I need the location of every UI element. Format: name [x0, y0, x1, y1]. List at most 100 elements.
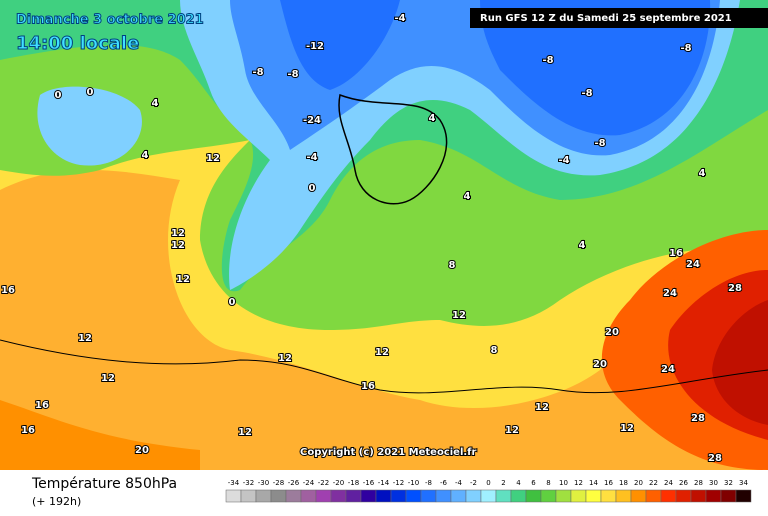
legend-label: -16 [363, 479, 375, 487]
legend-swatch [255, 489, 272, 503]
legend-swatch [690, 489, 707, 503]
legend-label: -34 [228, 479, 240, 487]
contour-label: -12 [306, 41, 324, 52]
legend-label: -2 [470, 479, 477, 487]
legend-swatch [720, 489, 737, 503]
legend-label: 14 [589, 479, 598, 487]
legend-label: 26 [679, 479, 688, 487]
contour-label: -8 [252, 67, 263, 78]
contour-label: -4 [558, 155, 569, 166]
contour-label: 24 [663, 288, 677, 299]
legend-swatch [450, 489, 467, 503]
legend-label: 24 [664, 479, 673, 487]
legend-label: -10 [408, 479, 419, 487]
legend-label: 34 [739, 479, 748, 487]
legend-label: 30 [709, 479, 718, 487]
legend-swatch [615, 489, 632, 503]
contour-label: 4 [699, 168, 706, 179]
legend-label: -20 [333, 479, 344, 487]
contour-label: 28 [728, 283, 742, 294]
contour-label: 8 [491, 345, 498, 356]
legend-swatch [465, 489, 482, 503]
legend-label: -28 [273, 479, 284, 487]
legend-label: 10 [559, 479, 568, 487]
legend-label: -18 [348, 479, 359, 487]
map-background [0, 0, 768, 470]
time-text: 14:00 locale [16, 33, 139, 54]
legend-swatch [660, 489, 677, 503]
legend-swatch [495, 489, 512, 503]
legend-label: -30 [258, 479, 269, 487]
legend: -34 -32 -30 -28 -26 -24 -22 -20 -18 -16 -14 -12 -10-… [225, 479, 752, 503]
contour-label: -8 [680, 43, 691, 54]
legend-label: 18 [619, 479, 628, 487]
contour-label: 0 [55, 90, 62, 101]
legend-swatch [420, 489, 437, 503]
legend-label: -24 [303, 479, 315, 487]
contour-label: -8 [287, 69, 298, 80]
contour-label: 12 [452, 310, 466, 321]
legend-swatch [600, 489, 617, 503]
legend-label: -32 [243, 479, 254, 487]
contour-label: 28 [691, 413, 705, 424]
legend-swatch [645, 489, 662, 503]
legend-swatch [270, 489, 287, 503]
contour-label: 16 [669, 248, 683, 259]
date-text: Dimanche 3 octobre 2021 [16, 13, 204, 28]
contour-label: -8 [542, 55, 553, 66]
contour-label: 0 [229, 297, 236, 308]
contour-label: 16 [361, 381, 375, 392]
legend-swatch [375, 489, 392, 503]
contour-label: 16 [1, 285, 15, 296]
contour-label: 4 [429, 113, 436, 124]
contour-label: 28 [708, 453, 722, 464]
legend-label: 8 [546, 479, 550, 487]
contour-label: 8 [449, 260, 456, 271]
legend-swatch [225, 489, 242, 503]
contour-label: -8 [594, 138, 605, 149]
legend-label: 12 [574, 479, 583, 487]
legend-swatch [735, 489, 752, 503]
contour-label: 12 [78, 333, 92, 344]
contour-label: -4 [306, 152, 317, 163]
run-box [470, 8, 768, 28]
contour-label: 12 [278, 353, 292, 364]
legend-label: 20 [634, 479, 643, 487]
footer-title: Température 850hPa [31, 476, 177, 492]
legend-swatch [315, 489, 332, 503]
run-text: Run GFS 12 Z du Samedi 25 septembre 2021 [480, 13, 732, 24]
legend-label: -4 [455, 479, 463, 487]
legend-label: -8 [425, 479, 432, 487]
legend-label: 2 [501, 479, 505, 487]
legend-label: 16 [604, 479, 613, 487]
legend-label: 0 [486, 479, 490, 487]
legend-swatch [540, 489, 557, 503]
map-labels: 0 044 121212121612121616201212121612121220… [0, 12, 743, 465]
legend-label: 22 [649, 479, 658, 487]
contour-label: 0 [309, 183, 316, 194]
legend-swatch [585, 489, 602, 503]
legend-swatch [300, 489, 317, 503]
legend-swatch [630, 489, 647, 503]
contour-label: -24 [303, 115, 321, 126]
legend-swatch [330, 489, 347, 503]
legend-swatch [705, 489, 722, 503]
legend-label: -12 [393, 479, 404, 487]
contour-label: 24 [661, 364, 675, 375]
contour-label: 12 [620, 423, 634, 434]
legend-swatch [480, 489, 497, 503]
contour-label: 4 [152, 98, 159, 109]
contour-label: 12 [206, 153, 220, 164]
contour-label: 20 [605, 327, 619, 338]
copyright: Copyright (c) 2021 Meteociel.fr [300, 447, 477, 458]
legend-swatch [405, 489, 422, 503]
legend-swatch [525, 489, 542, 503]
legend-swatch [345, 489, 362, 503]
contour-label: 4 [464, 191, 471, 202]
legend-swatch [285, 489, 302, 503]
contour-label: 12 [535, 402, 549, 413]
legend-label: -26 [288, 479, 300, 487]
legend-label: 6 [531, 479, 536, 487]
contour-label: 16 [21, 425, 35, 436]
